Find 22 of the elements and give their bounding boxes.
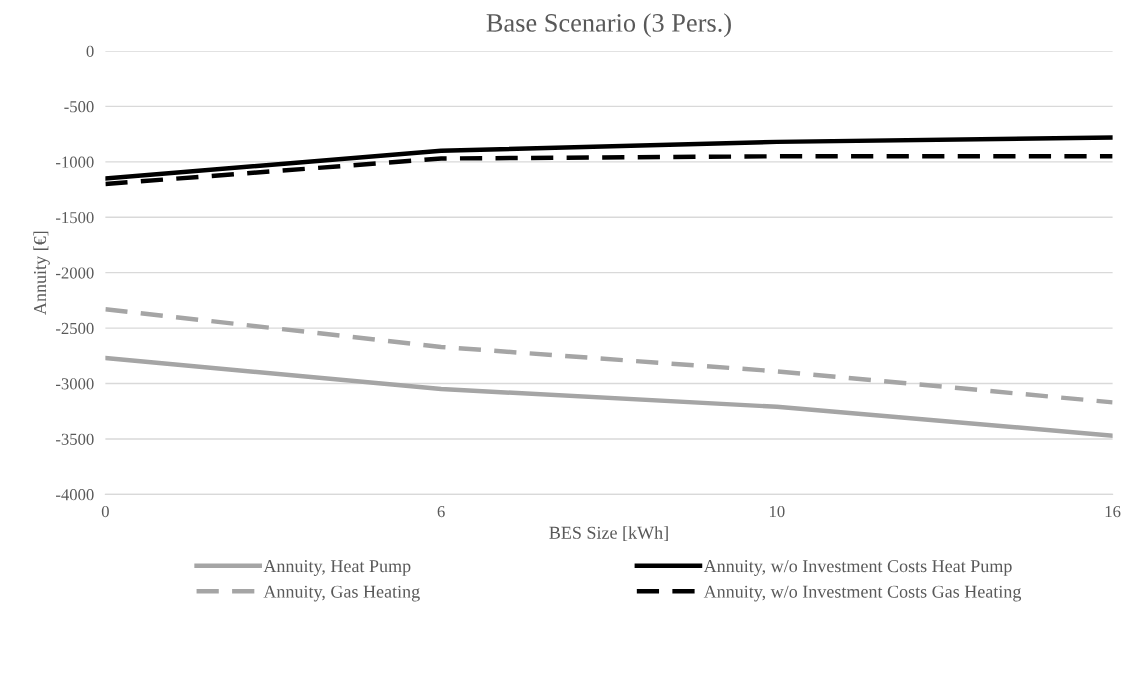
legend-label: Annuity, Gas Heating bbox=[263, 585, 420, 602]
y-tick-label: -500 bbox=[64, 101, 94, 113]
y-tick-label: -1000 bbox=[55, 156, 94, 168]
line-series bbox=[105, 307, 1113, 405]
y-tick-label: -2000 bbox=[55, 267, 94, 279]
y-tick-label: -3500 bbox=[55, 433, 94, 445]
x-axis-title: BES Size [kWh] bbox=[549, 526, 668, 542]
y-tick-label: -3000 bbox=[55, 378, 94, 390]
legend-label: Annuity, w/o Investment Costs Gas Heating bbox=[703, 585, 1022, 602]
x-tick-label: 10 bbox=[769, 505, 785, 518]
x-tick-label: 6 bbox=[437, 506, 445, 518]
y-tick-label: 0 bbox=[86, 45, 94, 57]
legend-label: Annuity, Heat Pump bbox=[263, 560, 411, 576]
legend-label: Annuity, w/o Investment Costs Heat Pump bbox=[703, 560, 1012, 576]
y-axis-title: Annuity [€] bbox=[33, 231, 50, 315]
x-tick-label: 0 bbox=[101, 505, 109, 518]
chart-title: Base Scenario (3 Pers.) bbox=[486, 13, 731, 38]
x-tick-label: 16 bbox=[1105, 506, 1121, 518]
y-tick-label: -4000 bbox=[55, 489, 94, 501]
y-tick-label: -2500 bbox=[55, 322, 94, 335]
line-series bbox=[105, 355, 1113, 438]
y-tick-label: -1500 bbox=[55, 211, 94, 224]
